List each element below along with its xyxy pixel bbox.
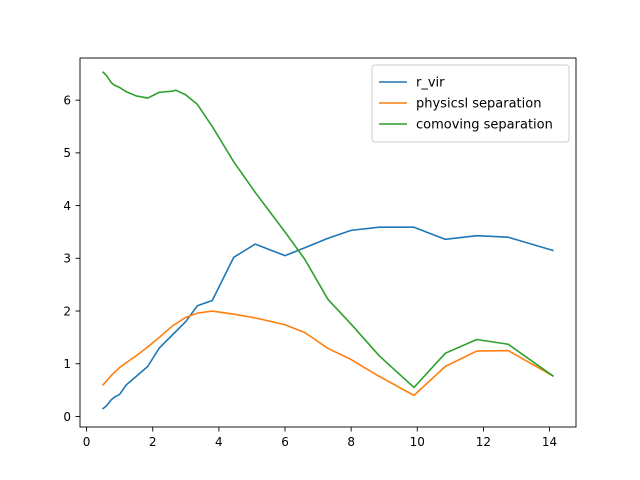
x-tick-label-6: 12 — [476, 435, 491, 449]
legend-label-0: r_vir — [416, 76, 445, 91]
y-tick-label-0: 0 — [63, 410, 71, 424]
y-tick-label-5: 5 — [63, 146, 71, 160]
x-tick-label-7: 14 — [542, 435, 557, 449]
series-line-1 — [102, 310, 554, 397]
y-tick-label-1: 1 — [63, 357, 71, 371]
y-tick-label-3: 3 — [63, 252, 71, 266]
axes-frame — [79, 57, 577, 428]
y-tick-label-4: 4 — [63, 199, 71, 213]
legend-label-2: comoving separation — [416, 118, 553, 133]
y-tick-label-2: 2 — [63, 304, 71, 318]
x-tick-label-1: 2 — [149, 435, 157, 449]
series-layer — [102, 71, 554, 410]
x-tick-label-0: 0 — [83, 435, 91, 449]
legend-box — [371, 64, 570, 143]
legend-label-1: physicsl separation — [416, 97, 541, 112]
x-tick-label-4: 8 — [347, 435, 355, 449]
x-tick-label-2: 4 — [215, 435, 223, 449]
x-tick-label-3: 6 — [281, 435, 289, 449]
y-tick-label-6: 6 — [63, 93, 71, 107]
series-line-2 — [102, 71, 554, 389]
legend: r_vir physicsl separation comoving separat… — [371, 64, 570, 143]
x-tick-label-5: 10 — [410, 435, 425, 449]
series-line-0 — [102, 226, 554, 410]
